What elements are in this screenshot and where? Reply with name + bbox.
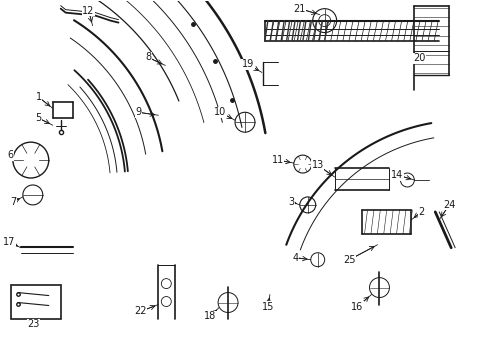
Text: 19: 19 xyxy=(242,59,254,69)
Text: 20: 20 xyxy=(412,54,425,63)
Text: 6: 6 xyxy=(8,150,14,160)
Text: 16: 16 xyxy=(351,302,363,311)
Text: 13: 13 xyxy=(311,160,323,170)
Bar xyxy=(11,285,61,319)
Text: 5: 5 xyxy=(36,113,42,123)
Text: 3: 3 xyxy=(288,197,294,207)
Text: 11: 11 xyxy=(271,155,284,165)
Text: 10: 10 xyxy=(214,107,226,117)
Text: 9: 9 xyxy=(135,107,141,117)
Text: 23: 23 xyxy=(27,319,40,329)
Text: 8: 8 xyxy=(145,53,151,63)
Text: 17: 17 xyxy=(3,237,15,247)
Text: 2: 2 xyxy=(417,207,424,217)
Text: 1: 1 xyxy=(36,92,42,102)
Text: 12: 12 xyxy=(82,6,95,15)
Text: 24: 24 xyxy=(442,200,454,210)
Text: 14: 14 xyxy=(390,170,403,180)
Text: 22: 22 xyxy=(134,306,146,316)
Text: 7: 7 xyxy=(10,197,16,207)
Text: 18: 18 xyxy=(203,311,216,321)
Text: 21: 21 xyxy=(293,4,305,14)
Text: 15: 15 xyxy=(261,302,274,311)
Text: 4: 4 xyxy=(292,253,298,263)
Text: 25: 25 xyxy=(343,255,355,265)
